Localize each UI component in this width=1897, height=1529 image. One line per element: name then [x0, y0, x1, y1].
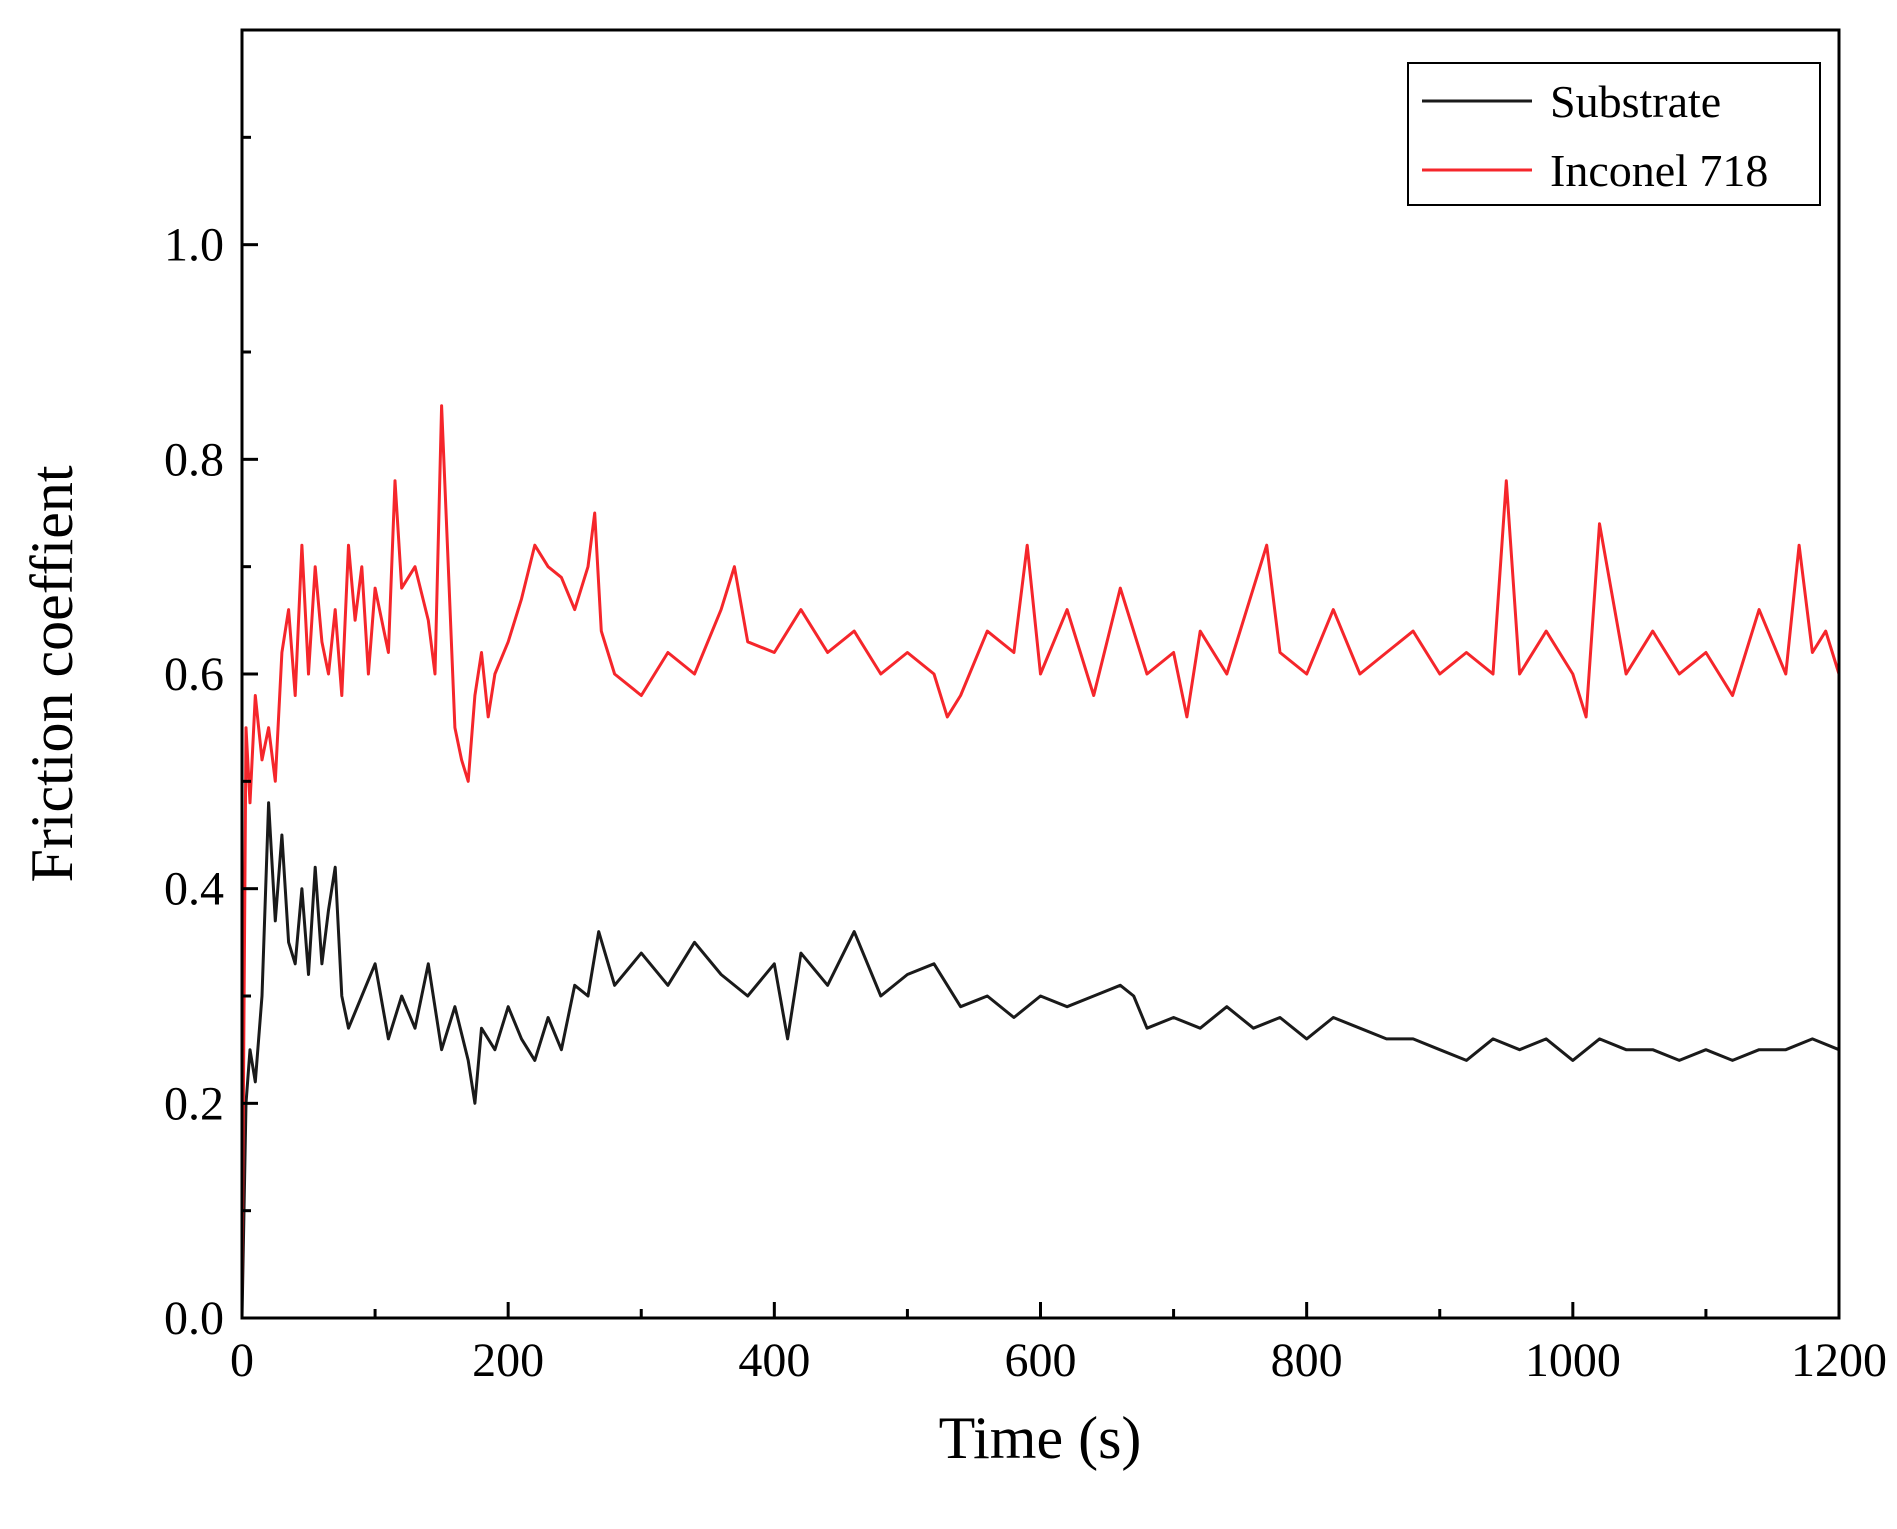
- y-tick-label: 0.4: [164, 863, 224, 916]
- x-tick-label: 800: [1271, 1334, 1343, 1387]
- x-tick-label: 400: [738, 1334, 810, 1387]
- x-tick-label: 1000: [1525, 1334, 1621, 1387]
- y-tick-label: 0.2: [164, 1077, 224, 1130]
- y-tick-label: 1.0: [164, 219, 224, 272]
- y-axis-title: Friction coeffient: [19, 465, 85, 882]
- legend-box: [1407, 62, 1821, 206]
- x-tick-label: 0: [230, 1334, 254, 1387]
- series-line-inconel-718: [240, 404, 1841, 1297]
- y-tick-label: 0.6: [164, 648, 224, 701]
- x-tick-label: 1200: [1791, 1334, 1887, 1387]
- x-axis-ticks: 0 200 400 600 800 1000 1200: [230, 1302, 1887, 1387]
- legend-label-inconel-718: Inconel 718: [1550, 145, 1768, 196]
- y-axis-ticks: 0.0 0.2 0.4 0.6 0.8 1.0: [164, 28, 258, 1345]
- x-tick-label: 200: [472, 1334, 544, 1387]
- series-layer: [240, 404, 1841, 1319]
- y-tick-label: 0.8: [164, 433, 224, 486]
- x-axis-title: Time (s): [939, 1405, 1142, 1471]
- legend: Substrate Inconel 718: [1407, 62, 1821, 206]
- x-tick-label: 600: [1005, 1334, 1077, 1387]
- series-line-substrate: [240, 801, 1840, 1319]
- y-tick-label: 0.0: [164, 1292, 224, 1345]
- legend-label-substrate: Substrate: [1550, 76, 1721, 127]
